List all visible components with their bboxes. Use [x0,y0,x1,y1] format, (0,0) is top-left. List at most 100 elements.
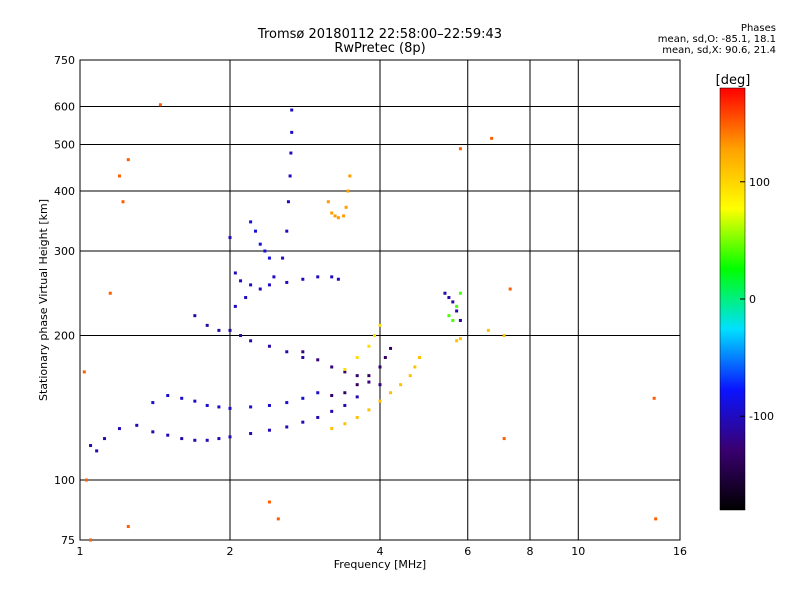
data-point-14-13 [126,525,130,529]
data-point-11-4 [458,318,462,322]
data-point-8-0 [330,427,334,431]
x-tick-label-3: 6 [464,545,471,558]
data-point-10-7 [348,174,352,178]
colorbar-tick-label-1: 0 [749,293,756,306]
phase-stats-header: Phases [740,23,776,34]
y-axis-label: Stationary phase Virtual Height [km] [37,199,50,401]
data-point-7-0 [330,394,334,398]
data-point-8-3 [367,408,371,412]
data-points [82,103,658,542]
data-point-11-2 [451,300,455,304]
x-tick-label-6: 16 [673,545,687,558]
y-tick-label-3: 300 [54,245,75,258]
y-axis-ticks: 75 100 200 300 400 500 600 750 [54,54,75,547]
grid-lines [80,60,680,540]
data-point-8-4 [378,399,382,403]
data-point-2-3 [272,275,276,279]
data-point-1-6 [228,406,232,410]
data-point-14-6 [458,147,462,151]
data-point-1-0 [151,401,155,405]
data-point-0-12 [249,432,253,436]
data-point-0-9 [205,438,209,442]
data-point-3-1 [233,271,237,275]
data-point-0-3 [117,427,121,431]
data-point-8-5 [389,391,393,395]
data-point-12-0 [447,314,451,318]
x-tick-label-0: 1 [77,545,84,558]
data-point-9-0 [343,367,347,371]
data-point-1-7 [249,405,253,409]
data-point-3-4 [267,283,271,287]
data-point-6-2 [330,365,334,369]
data-point-4-3 [228,328,232,332]
data-point-3-3 [249,283,253,287]
data-point-3-0 [228,236,232,240]
data-point-2-7 [288,174,292,178]
data-point-8-8 [413,365,417,369]
data-point-1-2 [180,396,184,400]
data-point-0-17 [330,409,334,413]
x-tick-label-2: 4 [377,545,384,558]
data-point-10-4 [342,214,346,218]
data-point-0-14 [285,425,289,429]
data-point-8-6 [399,383,403,387]
chart-title: Tromsø 20180112 22:58:00–22:59:43 [257,27,503,42]
data-point-0-15 [301,420,305,424]
data-point-11-3 [455,309,459,313]
y-tick-label-5: 500 [54,139,75,152]
data-point-10-6 [346,189,350,193]
data-point-2-8 [289,151,293,155]
data-point-3-8 [330,275,334,279]
data-point-9-2 [367,344,371,348]
data-point-12-2 [455,304,459,308]
data-point-5-0 [249,220,253,224]
data-point-2-9 [290,130,294,134]
data-point-2-6 [286,200,290,204]
data-point-0-5 [151,430,155,434]
data-point-5-3 [263,249,267,253]
data-point-4-8 [301,355,305,359]
data-point-8-7 [408,374,412,378]
data-point-6-6 [378,383,382,387]
data-point-1-8 [267,403,271,407]
data-point-4-0 [193,314,197,318]
data-point-14-7 [508,287,512,291]
data-point-8-2 [355,415,359,419]
data-point-10-0 [326,200,330,204]
data-point-1-11 [316,391,320,395]
data-point-9-1 [355,355,359,359]
y-tick-label-4: 400 [54,185,75,198]
data-point-2-4 [281,256,285,260]
x-tick-label-5: 10 [571,545,585,558]
phase-stats-x-mode: mean, sd,X: 90.6, 21.4 [662,45,776,56]
data-point-11-0 [443,291,447,295]
data-point-3-5 [285,280,289,284]
x-axis-label: Frequency [MHz] [334,558,426,571]
data-point-0-6 [166,433,170,437]
data-point-14-1 [126,158,130,162]
data-point-14-16 [84,478,88,482]
plot-frame [79,59,681,541]
data-point-10-5 [344,205,348,209]
x-tick-label-4: 8 [527,545,534,558]
data-point-0-2 [103,437,107,441]
data-point-1-5 [217,405,221,409]
data-point-0-0 [89,444,93,448]
y-tick-label-0: 75 [61,534,75,547]
data-point-3-7 [316,275,320,279]
data-point-14-12 [276,517,280,521]
data-point-14-3 [121,200,125,204]
data-point-14-9 [652,396,656,400]
data-point-14-2 [117,174,121,178]
y-tick-label-2: 200 [54,330,75,343]
data-point-0-13 [267,428,271,432]
data-point-13-0 [455,339,459,343]
data-point-14-14 [89,538,93,542]
data-point-5-1 [253,229,257,233]
colorbar-tick-label-0: 100 [749,176,770,189]
x-tick-label-1: 2 [227,545,234,558]
data-point-14-8 [502,437,506,441]
data-point-11-1 [447,296,451,300]
data-point-4-7 [285,350,289,354]
